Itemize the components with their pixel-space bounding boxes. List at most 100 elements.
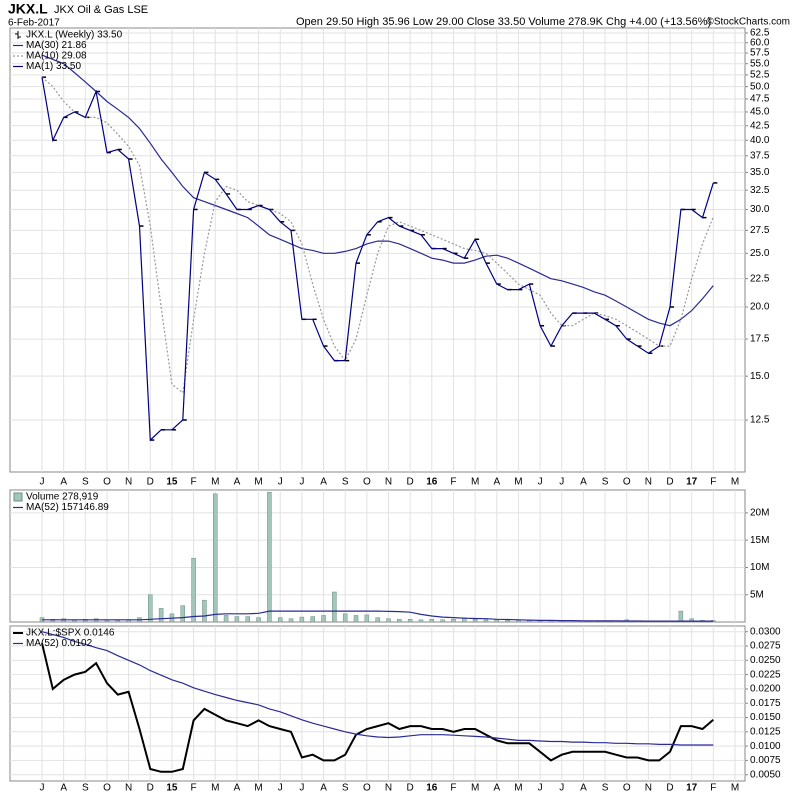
volume-bar — [202, 599, 207, 622]
y-tick-label: 0.0275 — [750, 641, 781, 652]
x-tick-label: J — [299, 783, 304, 794]
x-tick-label: S — [342, 477, 349, 488]
y-tick-label: 0.0300 — [750, 626, 781, 637]
x-tick-label: D — [407, 783, 414, 794]
y-tick-label: 12.5 — [750, 415, 770, 426]
panel-frame — [9, 27, 746, 473]
legend-label: Volume 278,919 — [26, 492, 99, 503]
x-tick-label: J — [278, 477, 283, 488]
x-tick-label: S — [82, 783, 89, 794]
y-tick-label: 47.5 — [750, 94, 770, 105]
volume-bar — [364, 614, 370, 622]
volume-bar — [191, 557, 196, 622]
y-tick-label: 0.0150 — [750, 712, 781, 723]
series-line — [41, 76, 714, 394]
volume-bar — [115, 620, 121, 622]
legend-label: MA(1) 33.50 — [26, 61, 81, 72]
x-tick-label: N — [125, 477, 132, 488]
x-tick-label: M — [211, 477, 219, 488]
x-tick-label: M — [254, 477, 262, 488]
volume-bar — [602, 621, 608, 622]
plot-area — [41, 54, 718, 442]
y-tick-label: 0.0175 — [750, 698, 781, 709]
x-tick-label: M — [731, 783, 739, 794]
x-tick-label: 17 — [686, 477, 698, 488]
plot-area — [41, 631, 714, 773]
y-tick-label: 40.0 — [750, 135, 770, 146]
volume-bar — [407, 619, 413, 622]
legend-swatch — [15, 31, 21, 39]
x-tick-label: F — [450, 477, 456, 488]
volume-bar — [375, 617, 380, 622]
y-tick-label: 37.5 — [750, 150, 770, 161]
x-tick-label: A — [580, 477, 587, 488]
x-tick-label: F — [191, 477, 197, 488]
credit: ©StockCharts.com — [706, 17, 790, 28]
x-tick-label: 16 — [426, 783, 438, 794]
x-tick-label: A — [493, 477, 500, 488]
x-tick-label: O — [363, 783, 371, 794]
x-tick-label: M — [471, 783, 479, 794]
y-tick-label: 15.0 — [750, 371, 770, 382]
panel-frame — [9, 489, 746, 623]
quote: Open 29.50 High 35.96 Low 29.00 Close 33… — [296, 16, 711, 28]
x-tick-label: M — [254, 783, 262, 794]
x-tick-label: D — [147, 783, 154, 794]
x-tick-label: N — [385, 477, 392, 488]
volume-bar — [342, 613, 348, 622]
x-tick-label: 16 — [426, 477, 438, 488]
volume-bar — [353, 615, 359, 622]
x-tick-label: F — [191, 783, 197, 794]
x-tick-label: J — [278, 783, 283, 794]
volume-bar — [299, 616, 305, 622]
y-tick-label: 35.0 — [750, 167, 770, 178]
volume-bar — [472, 619, 478, 622]
x-tick-label: M — [731, 477, 739, 488]
volume-bar — [418, 619, 424, 622]
x-tick-label: O — [623, 477, 631, 488]
x-tick-label: N — [385, 783, 392, 794]
y-tick-label: 0.0200 — [750, 684, 781, 695]
y-tick-label: 0.0225 — [750, 669, 781, 680]
volume-bar — [223, 615, 229, 622]
x-tick-label: J — [538, 783, 543, 794]
legend-label: MA(10) 29.08 — [26, 51, 87, 62]
y-tick-label: 32.5 — [750, 185, 770, 196]
legend-label: MA(52) 0.0102 — [26, 638, 93, 649]
y-tick-label: 45.0 — [750, 107, 770, 118]
x-tick-label: A — [60, 477, 67, 488]
x-tick-label: S — [82, 477, 89, 488]
y-tick-label: 22.5 — [750, 273, 770, 284]
x-tick-label: O — [363, 477, 371, 488]
y-tick-label: 25.0 — [750, 248, 770, 259]
x-tick-label: M — [471, 477, 479, 488]
plot-area — [39, 491, 716, 622]
volume-bar — [234, 616, 240, 622]
volume-bar — [148, 594, 153, 622]
volume-bar — [516, 620, 521, 622]
volume-bar — [429, 619, 435, 622]
series-line — [42, 610, 714, 622]
volume-bar — [245, 616, 250, 622]
x-tick-label: 15 — [166, 477, 178, 488]
volume-bar — [267, 491, 272, 622]
x-tick-label: 15 — [166, 783, 178, 794]
x-tick-label: O — [103, 783, 111, 794]
y-tick-label: 10M — [750, 562, 769, 573]
volume-bar — [689, 618, 694, 622]
x-tick-label: A — [580, 783, 587, 794]
volume-bar — [321, 615, 326, 622]
series-line — [41, 54, 714, 327]
x-tick-label: J — [40, 783, 45, 794]
y-tick-label: 0.0250 — [750, 655, 781, 666]
x-tick-label: S — [602, 783, 609, 794]
y-tick-label: 55.0 — [750, 58, 770, 69]
x-tick-label: A — [234, 477, 241, 488]
volume-bar — [180, 605, 186, 622]
x-tick-label: J — [40, 477, 45, 488]
x-tick-label: J — [559, 783, 564, 794]
volume-bar — [483, 619, 489, 622]
x-tick-label: J — [559, 477, 564, 488]
x-tick-label: D — [666, 783, 673, 794]
